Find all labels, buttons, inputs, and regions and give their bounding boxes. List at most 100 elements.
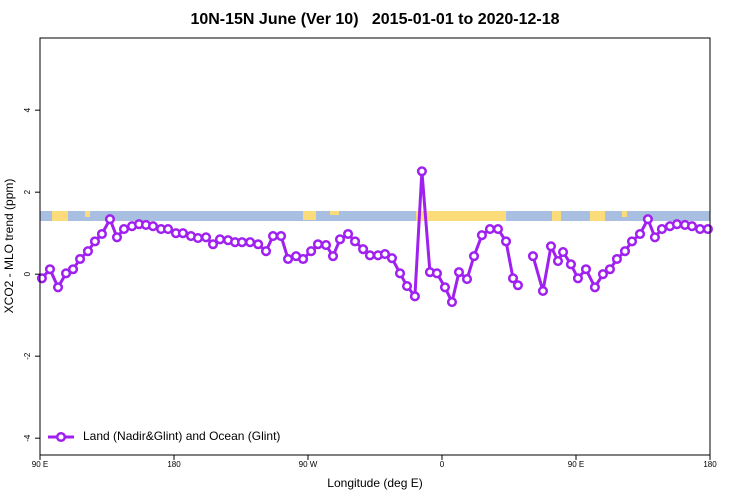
- x-tick-label: 180: [167, 460, 181, 469]
- data-point: [572, 273, 583, 284]
- data-point: [177, 228, 188, 239]
- data-point: [82, 246, 93, 257]
- data-point: [306, 246, 317, 257]
- land-patch: [330, 211, 339, 215]
- data-point: [507, 273, 519, 284]
- data-point: [545, 241, 557, 252]
- legend-label: Land (Nadir&Glint) and Ocean (Glint): [83, 429, 280, 443]
- data-point: [89, 236, 100, 247]
- land-patch: [85, 211, 90, 217]
- data-point: [409, 291, 420, 302]
- land-patch: [552, 211, 561, 221]
- data-point: [111, 232, 123, 243]
- data-point: [401, 281, 413, 292]
- data-point: [656, 224, 667, 235]
- land-patch: [416, 211, 506, 221]
- x-tick-label: 90 E: [568, 460, 584, 469]
- data-point: [200, 232, 212, 243]
- x-tick-label: 180: [703, 460, 717, 469]
- data-point: [565, 259, 576, 270]
- y-tick-label: -2: [23, 352, 32, 360]
- data-point: [44, 264, 56, 275]
- data-point: [75, 253, 86, 265]
- y-tick-label: 4: [23, 107, 32, 112]
- data-point: [619, 246, 631, 257]
- data-point: [267, 230, 279, 242]
- data-point: [104, 214, 116, 225]
- data-point: [702, 224, 713, 235]
- data-point: [327, 251, 339, 262]
- data-point: [671, 219, 682, 230]
- data-point: [162, 224, 174, 235]
- data-point: [589, 282, 600, 293]
- data-point: [461, 274, 473, 285]
- data-point: [253, 239, 264, 250]
- ocean-band: [40, 211, 710, 221]
- data-point: [468, 251, 480, 262]
- plot-frame: [39, 37, 711, 456]
- data-point: [343, 228, 354, 240]
- data-point: [557, 246, 569, 258]
- data-point: [36, 273, 47, 284]
- x-axis-label: Longitude (deg E): [327, 476, 422, 490]
- x-tick-label: 90 E: [32, 460, 48, 469]
- data-point: [358, 244, 369, 255]
- data-point: [492, 224, 504, 235]
- data-point: [320, 240, 332, 251]
- land-ocean-strip: [40, 211, 710, 221]
- data-point: [245, 237, 256, 248]
- data-point: [312, 239, 324, 250]
- data-point: [431, 268, 442, 279]
- data-point: [649, 232, 660, 243]
- data-point: [61, 268, 72, 279]
- land-patch: [622, 211, 627, 217]
- data-point: [379, 249, 391, 260]
- y-tick-label: 2: [23, 189, 32, 194]
- data-point: [68, 264, 79, 275]
- data-point: [364, 250, 375, 261]
- x-tick-label: 90 W: [299, 460, 318, 469]
- land-patch: [590, 211, 605, 221]
- land-patch: [52, 211, 68, 221]
- y-axis-label: XCO2 - MLO trend (ppm): [2, 179, 16, 314]
- data-point: [626, 236, 638, 247]
- data-point: [446, 297, 458, 308]
- data-point: [453, 267, 465, 278]
- data-point: [214, 234, 226, 245]
- x-tick-label: 0: [440, 460, 445, 469]
- data-point: [334, 234, 346, 245]
- data-point: [552, 256, 564, 267]
- data-point: [260, 246, 272, 257]
- data-point: [439, 282, 451, 293]
- data-point: [611, 253, 622, 265]
- data-point: [349, 236, 361, 247]
- data-point: [118, 224, 130, 235]
- legend-marker: [55, 431, 67, 443]
- land-patch: [303, 211, 316, 220]
- data-point: [52, 282, 64, 293]
- data-point: [298, 253, 309, 265]
- data-point: [96, 228, 107, 240]
- chart-title: 10N-15N June (Ver 10) 2015-01-01 to 2020…: [190, 11, 559, 28]
- y-tick-label: -4: [23, 434, 32, 442]
- data-point: [386, 253, 398, 264]
- data-point: [500, 236, 512, 247]
- data-point: [207, 239, 219, 250]
- data-point: [686, 221, 698, 232]
- data-point: [580, 264, 592, 275]
- data-point: [282, 253, 294, 265]
- data-point: [537, 285, 548, 297]
- data-point: [416, 166, 427, 177]
- data-point: [642, 214, 653, 225]
- data-point: [484, 224, 495, 235]
- data-point: [236, 237, 248, 248]
- data-point: [527, 251, 539, 262]
- data-point: [192, 233, 204, 244]
- data-point: [512, 280, 523, 291]
- data-point: [694, 224, 706, 235]
- data-point: [276, 230, 287, 242]
- data-point: [147, 221, 159, 232]
- data-point: [634, 228, 646, 240]
